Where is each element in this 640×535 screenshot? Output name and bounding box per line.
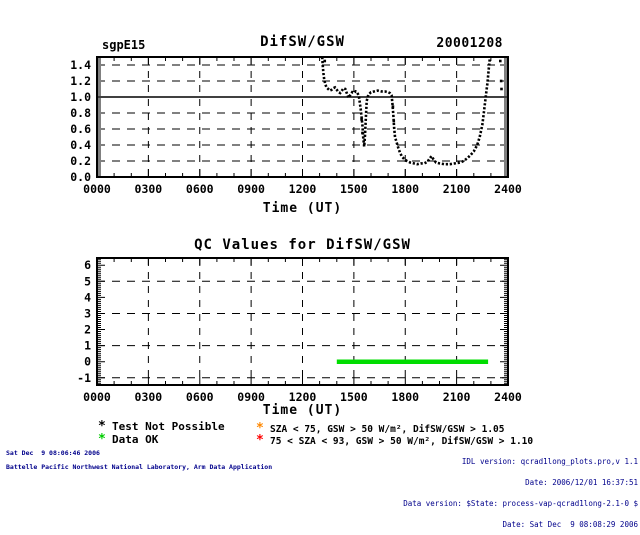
data-point [361,131,364,135]
y-tick-label: 4 [84,290,91,304]
y-tick-label: 0.8 [70,106,91,120]
footer-version-block: IDL version: qcrad1long_plots.pro,v 1.1 … [403,444,638,535]
x-tick-label: 2100 [443,182,471,196]
legend-item-sza75: * SZA < 75, GSW > 50 W/m², DifSW/GSW > 1.… [256,421,505,436]
plots-canvas: 0.0 0.2 0.4 0.6 0.8 1.0 1.2 1.4 0000 0300 0600 0900… [70,56,522,404]
y-tick-label: 1.2 [70,74,91,88]
legend-item-data-ok: * Data OK [98,432,158,447]
y-tick-label: 3 [84,306,91,320]
axis-frame [96,257,509,386]
legend-label: Data OK [112,433,159,446]
y-tick-label: 2 [84,323,91,337]
legend-label: Test Not Possible [112,420,225,433]
top-x-axis-label: Time (UT) [262,201,343,216]
x-tick-label: 0600 [186,182,214,196]
idl-version-line: IDL version: qcrad1long_plots.pro,v 1.1 [461,457,638,466]
asterisk-icon: * [98,432,106,447]
data-point [360,118,363,121]
y-tick-label: 0 [84,355,91,369]
qc-x-axis-label: Time (UT) [262,403,343,418]
legend-label: SZA < 75, GSW > 50 W/m², DifSW/GSW > 1.0… [270,424,505,435]
x-tick-label: 0000 [83,390,111,404]
data-point [498,59,502,63]
y-tick-label: 0.0 [70,170,91,184]
y-tick-label: 1.4 [70,58,91,72]
x-tick-label: 2400 [494,182,522,196]
legend-label: 75 < SZA < 93, GSW > 50 W/m², DifSW/GSW … [270,436,534,447]
data-version-line: Data version: $State: process-vap-qcrad1… [403,499,638,508]
x-tick-label: 1200 [289,182,317,196]
site-label: sgpE15 [102,38,146,52]
y-tick-label: 0.4 [70,138,91,152]
date-label: 20001208 [436,36,503,51]
y-tick-label: 6 [84,258,91,272]
y-tick-label: 1 [84,339,91,353]
process-date-line: Date: Sat Dec 9 08:08:29 2006 [502,520,638,529]
data-point [499,79,503,83]
idl-date-line: Date: 2006/12/01 16:37:51 [525,478,638,487]
x-tick-label: 1500 [340,182,368,196]
asterisk-icon: * [256,433,264,448]
y-tick-label: 5 [84,274,91,288]
data-point [391,105,395,108]
data-point [500,87,503,91]
axis-frame [96,56,509,178]
qc-plot-title: QC Values for DifSW/GSW [194,237,411,253]
asterisk-icon: * [256,421,264,436]
x-tick-label: 0900 [237,182,265,196]
x-tick-label: 2400 [494,390,522,404]
x-tick-label: 0300 [135,182,163,196]
x-tick-label: 2100 [443,390,471,404]
x-tick-label: 1200 [289,390,317,404]
x-tick-label: 0600 [186,390,214,404]
x-tick-label: 0000 [83,182,111,196]
x-tick-label: 0900 [237,390,265,404]
footer-timestamp: Sat Dec 9 08:06:46 2006 [6,449,100,457]
x-tick-label: 0300 [135,390,163,404]
asterisk-icon: * [98,419,106,434]
x-tick-label: 1800 [391,390,419,404]
y-tick-label: -1 [77,371,91,385]
legend-item-sza93: * 75 < SZA < 93, GSW > 50 W/m², DifSW/GSW… [256,433,533,448]
y-tick-label: 0.2 [70,154,91,168]
data-point [392,119,396,123]
quicklook-plot-page: { "header": { "site": "sgpE15", "title":… [6,34,638,529]
x-tick-label: 1800 [391,182,419,196]
footer-organization: Battelle Pacific Northwest National Labo… [6,463,273,471]
data-series [320,56,491,166]
data-point [323,59,327,63]
y-tick-label: 1.0 [70,90,91,104]
top-plot-title: DifSW/GSW [260,34,345,50]
y-tick-label: 0.6 [70,122,91,136]
legend-item-test-not-possible: * Test Not Possible [98,419,225,434]
x-tick-label: 1500 [340,390,368,404]
